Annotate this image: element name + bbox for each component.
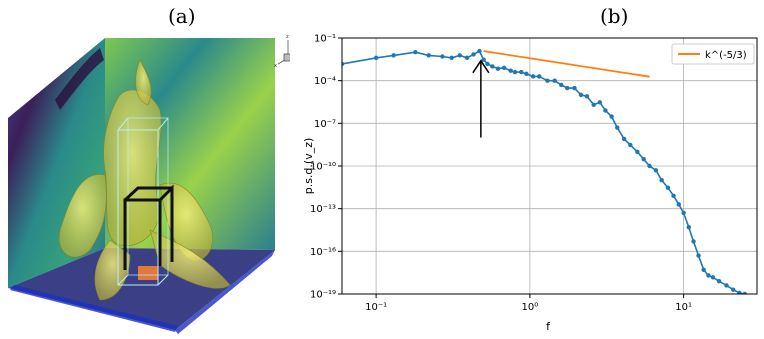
data-point xyxy=(653,168,659,173)
left-wall xyxy=(8,38,105,288)
data-point xyxy=(530,74,536,79)
data-point xyxy=(413,50,418,55)
data-point xyxy=(641,157,646,162)
data-point xyxy=(737,290,742,294)
data-point xyxy=(724,283,729,288)
data-point xyxy=(696,253,701,258)
data-point xyxy=(559,82,564,88)
y-tick-label: 10⁻¹ xyxy=(314,34,336,45)
data-point xyxy=(373,55,379,61)
data-point xyxy=(440,54,445,59)
psd-chart: 10⁻¹ 10⁰ 10¹ 10⁻¹ 10⁻⁴ 10⁻⁷ 10⁻¹⁰ 10⁻¹³ 10⁻¹⁶ 10⁻… xyxy=(302,34,758,333)
x-axis-label: f xyxy=(546,320,551,333)
data-point xyxy=(671,193,676,199)
legend-label: k^(-5/3) xyxy=(705,50,747,61)
data-point xyxy=(501,65,507,71)
data-point xyxy=(628,142,633,148)
data-point xyxy=(659,178,664,183)
data-point xyxy=(457,53,462,58)
x-tick-label: 10⁰ xyxy=(522,302,539,313)
wireframe-outer xyxy=(117,117,169,286)
data-point xyxy=(578,92,584,98)
grid xyxy=(342,37,757,295)
psd-series xyxy=(342,48,748,294)
data-point xyxy=(730,287,736,292)
data-point xyxy=(471,52,476,57)
data-point xyxy=(686,224,691,230)
data-point xyxy=(706,273,711,278)
data-point xyxy=(597,100,603,105)
axis-triad-z: z xyxy=(286,34,289,40)
psd-line xyxy=(342,49,745,294)
data-point xyxy=(545,78,550,83)
y-tick-label: 10⁻¹⁶ xyxy=(310,247,336,258)
arrow-head xyxy=(472,59,490,74)
data-point xyxy=(565,85,570,91)
data-point xyxy=(615,125,620,130)
x-tick-label: 10¹ xyxy=(675,302,692,313)
reference-line-series xyxy=(483,50,650,78)
data-point xyxy=(537,74,542,79)
panel-a-label: (a) xyxy=(168,4,196,28)
x-tick-label: 10⁻¹ xyxy=(365,302,387,313)
ticks: 10⁻¹ 10⁰ 10¹ 10⁻¹ 10⁻⁴ 10⁻⁷ 10⁻¹⁰ 10⁻¹³ 10⁻¹⁶ 10⁻… xyxy=(310,34,692,314)
data-point xyxy=(665,185,671,190)
reference-line xyxy=(483,50,650,78)
data-point xyxy=(681,210,686,216)
data-point xyxy=(621,136,627,142)
data-point xyxy=(477,48,482,54)
data-point xyxy=(716,278,722,284)
plot-frame xyxy=(341,37,758,295)
data-point xyxy=(691,239,696,244)
y-tick-label: 10⁻¹⁰ xyxy=(310,162,336,173)
y-tick-label: 10⁻¹⁹ xyxy=(310,290,336,301)
data-point xyxy=(342,61,345,67)
data-point xyxy=(426,53,431,58)
data-point xyxy=(485,61,490,67)
wireframe-inner xyxy=(123,184,174,270)
panel-b-label: (b) xyxy=(600,4,629,28)
legend: k^(-5/3) xyxy=(671,43,755,65)
data-point xyxy=(710,275,716,280)
3d-visualization: z x y xyxy=(8,34,290,334)
data-point xyxy=(609,114,614,119)
data-point xyxy=(591,102,596,108)
data-point xyxy=(519,69,524,75)
data-point xyxy=(742,291,748,294)
data-point xyxy=(391,53,396,58)
data-point xyxy=(524,71,529,77)
data-point xyxy=(464,55,470,61)
data-point xyxy=(676,202,681,207)
y-axis-label: p.s.d.(v_z) xyxy=(302,138,315,195)
data-point xyxy=(584,94,590,99)
data-point xyxy=(603,108,608,113)
data-point xyxy=(552,78,557,83)
data-point xyxy=(481,57,486,62)
series xyxy=(342,48,748,294)
data-point xyxy=(512,69,518,75)
y-tick-label: 10⁻¹³ xyxy=(310,204,336,215)
axis-triad-icon xyxy=(277,40,290,65)
data-point xyxy=(495,66,501,71)
annotation-arrow xyxy=(472,59,490,138)
y-tick-label: 10⁻⁴ xyxy=(314,76,336,87)
obstacle-block xyxy=(138,266,158,280)
data-point xyxy=(490,64,495,69)
data-point xyxy=(572,85,577,91)
axis-triad-x: x xyxy=(274,63,277,69)
data-point xyxy=(635,149,640,154)
data-point xyxy=(701,267,706,273)
data-point xyxy=(647,163,652,169)
data-point xyxy=(508,68,513,73)
y-tick-label: 10⁻⁷ xyxy=(314,119,336,130)
data-point xyxy=(449,55,454,61)
